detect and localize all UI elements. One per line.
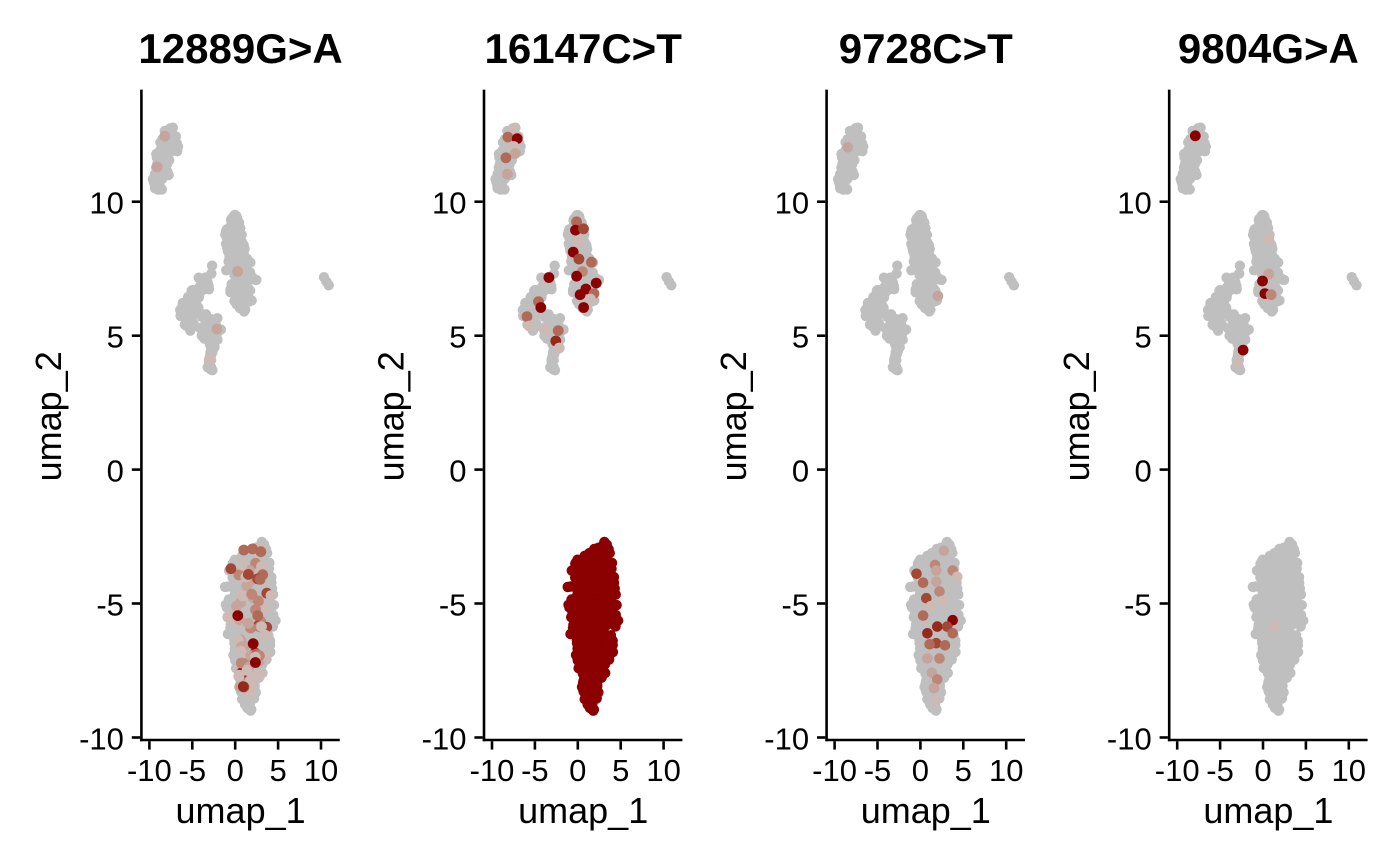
- svg-text:-5: -5: [439, 588, 467, 623]
- svg-text:5: 5: [792, 320, 809, 355]
- svg-text:umap_2: umap_2: [28, 351, 69, 481]
- svg-text:umap_2: umap_2: [1056, 351, 1097, 481]
- svg-text:-5: -5: [782, 588, 810, 623]
- svg-text:umap_1: umap_1: [518, 790, 648, 831]
- svg-text:umap_1: umap_1: [1203, 790, 1333, 831]
- svg-text:0: 0: [449, 454, 466, 489]
- svg-text:-5: -5: [521, 753, 549, 788]
- svg-text:10: 10: [775, 186, 809, 221]
- svg-text:5: 5: [1134, 320, 1151, 355]
- svg-text:-5: -5: [1124, 588, 1152, 623]
- svg-text:0: 0: [792, 454, 809, 489]
- svg-text:-5: -5: [864, 753, 892, 788]
- svg-text:5: 5: [107, 320, 124, 355]
- svg-text:0: 0: [1254, 753, 1271, 788]
- svg-text:umap_1: umap_1: [176, 790, 306, 831]
- svg-text:5: 5: [612, 753, 629, 788]
- svg-text:10: 10: [989, 753, 1023, 788]
- svg-text:umap_1: umap_1: [861, 790, 991, 831]
- svg-text:5: 5: [449, 320, 466, 355]
- svg-text:-5: -5: [96, 588, 124, 623]
- svg-text:0: 0: [569, 753, 586, 788]
- svg-text:5: 5: [1297, 753, 1314, 788]
- svg-text:-10: -10: [470, 753, 515, 788]
- svg-text:16147C>T: 16147C>T: [485, 25, 683, 72]
- svg-text:5: 5: [955, 753, 972, 788]
- svg-text:10: 10: [432, 186, 466, 221]
- svg-text:0: 0: [227, 753, 244, 788]
- svg-text:10: 10: [304, 753, 338, 788]
- svg-text:5: 5: [269, 753, 286, 788]
- svg-text:-10: -10: [79, 722, 124, 757]
- svg-text:0: 0: [912, 753, 929, 788]
- svg-text:10: 10: [646, 753, 680, 788]
- svg-text:9804G>A: 9804G>A: [1178, 25, 1359, 72]
- svg-text:-5: -5: [179, 753, 207, 788]
- svg-text:-10: -10: [1107, 722, 1152, 757]
- svg-text:-10: -10: [127, 753, 172, 788]
- svg-text:-10: -10: [812, 753, 857, 788]
- svg-text:umap_2: umap_2: [371, 351, 412, 481]
- svg-text:-10: -10: [764, 722, 809, 757]
- svg-text:10: 10: [1117, 186, 1151, 221]
- svg-text:0: 0: [107, 454, 124, 489]
- svg-text:0: 0: [1134, 454, 1151, 489]
- svg-text:12889G>A: 12889G>A: [138, 25, 342, 72]
- svg-text:umap_2: umap_2: [713, 351, 754, 481]
- svg-text:-5: -5: [1206, 753, 1234, 788]
- svg-text:9728C>T: 9728C>T: [839, 25, 1013, 72]
- svg-text:-10: -10: [1155, 753, 1200, 788]
- svg-text:10: 10: [1332, 753, 1366, 788]
- svg-text:-10: -10: [422, 722, 467, 757]
- svg-text:10: 10: [89, 186, 123, 221]
